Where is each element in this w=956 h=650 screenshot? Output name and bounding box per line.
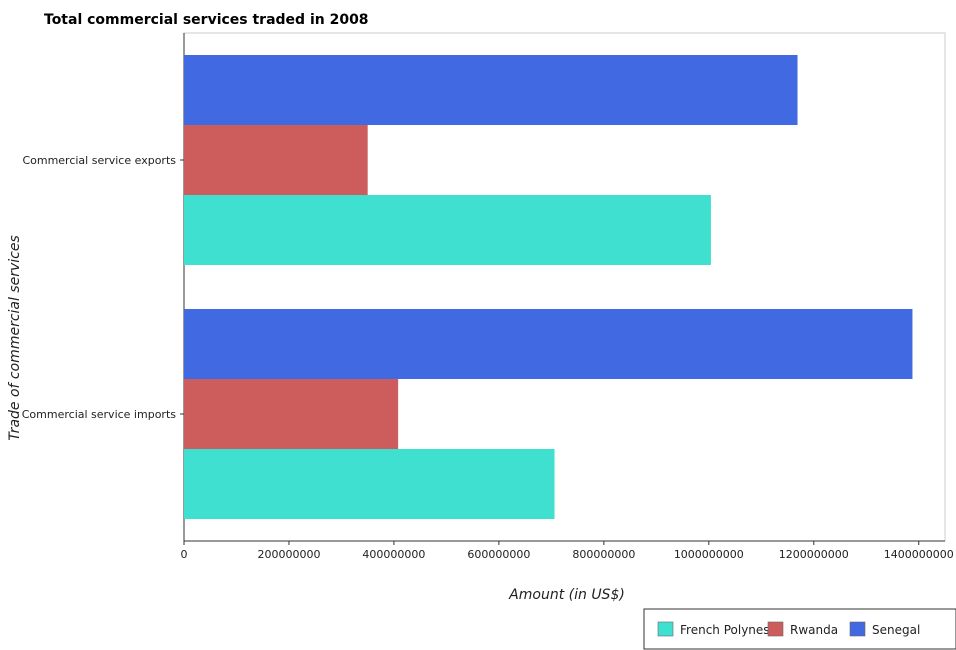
legend-swatch <box>849 621 866 637</box>
bar <box>184 309 913 379</box>
chart-title: Total commercial services traded in 2008 <box>44 12 369 28</box>
bar <box>184 379 399 449</box>
x-tick-label: 0 <box>181 548 188 561</box>
x-tick-label: 800000000 <box>572 548 635 561</box>
x-tick-label: 400000000 <box>362 548 425 561</box>
legend-label: Senegal <box>872 623 920 637</box>
x-tick-label: 1000000000 <box>674 548 744 561</box>
legend-swatch <box>657 621 674 637</box>
legend-box <box>643 608 956 650</box>
bar <box>184 55 798 125</box>
bar <box>184 449 555 519</box>
x-tick-label: 1400000000 <box>884 548 954 561</box>
legend-label: French Polynesia <box>680 623 780 637</box>
legend-label: Rwanda <box>790 623 838 637</box>
bar <box>184 125 368 195</box>
plot-area: 0 200000000 400000000 600000000 800000000 100… <box>22 32 954 561</box>
bar <box>184 195 711 265</box>
legend: French Polynesia Rwanda Senegal <box>643 608 956 650</box>
x-tick-label: 200000000 <box>257 548 320 561</box>
y-tick-label: Commercial service imports <box>22 408 177 421</box>
y-tick-label: Commercial service exports <box>22 154 176 167</box>
x-axis-label: Amount (in US$) <box>508 587 625 603</box>
legend-swatch <box>767 621 784 637</box>
x-tick-label: 600000000 <box>467 548 530 561</box>
x-tick-label: 1200000000 <box>779 548 849 561</box>
y-axis-label: Trade of commercial services <box>7 235 23 441</box>
